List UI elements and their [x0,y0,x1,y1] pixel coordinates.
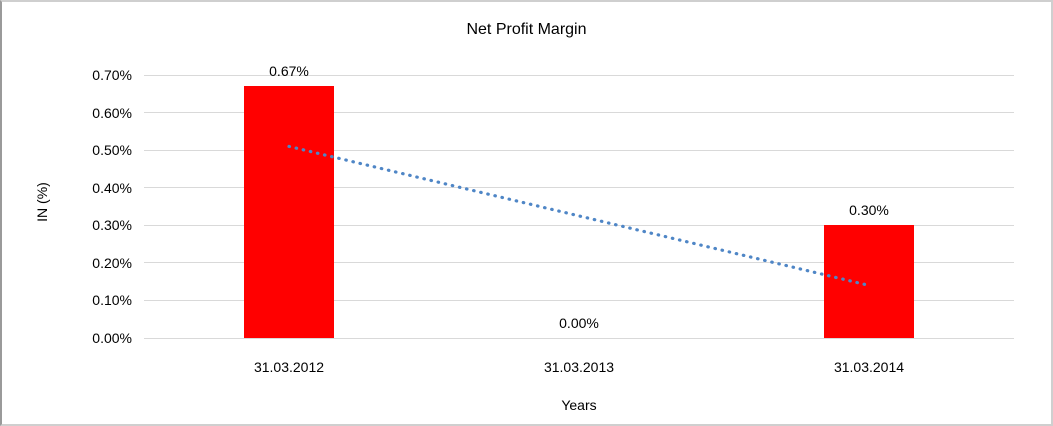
chart-title: Net Profit Margin [466,21,587,38]
y-tick-label: 0.50% [92,142,132,159]
bar-31.03.2014 [824,225,914,338]
bar-value-label: 0.67% [269,63,309,80]
bar-31.03.2012 [244,86,334,338]
y-tick-label: 0.30% [92,217,132,234]
plot-area: 0.67% 0.00% 0.30% [144,63,1014,339]
y-tick-label: 0.70% [92,67,132,83]
bar-value-label: 0.30% [849,202,889,219]
y-tick-label: 0.20% [92,254,132,271]
x-axis-title: Years [561,397,597,413]
bar-value-label: 0.00% [559,315,599,331]
y-tick-label: 0.10% [92,292,132,309]
gridline [144,299,1014,301]
gridline [144,74,1014,76]
x-category-label: 31.03.2012 [253,359,325,375]
y-tick-label: 0.40% [92,179,132,196]
x-category-label: 31.03.2013 [543,359,615,375]
y-tick-label: 0.60% [92,104,132,121]
gridline [144,112,1014,114]
x-category-label: 31.03.2014 [833,359,905,375]
y-tick-label: 0.00% [92,330,132,346]
gridline [144,337,1014,339]
